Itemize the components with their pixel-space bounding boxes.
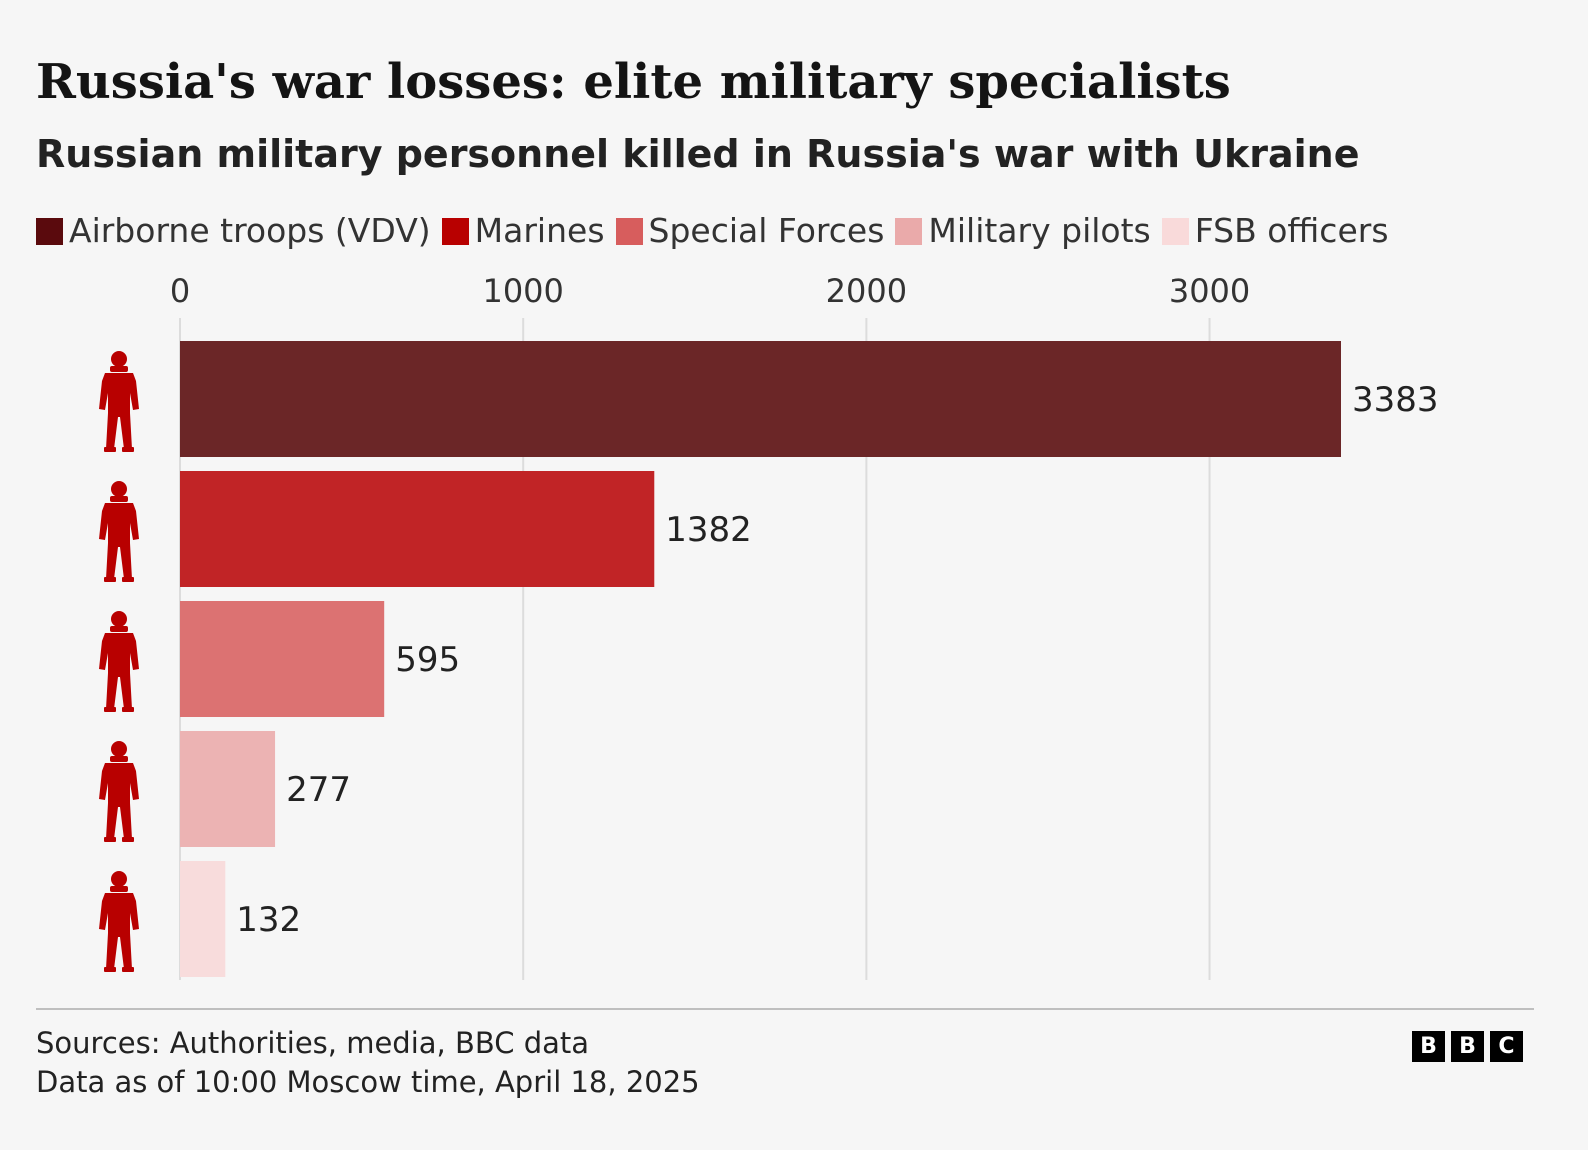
legend-label-special-forces: Special Forces: [648, 211, 885, 250]
legend-swatch-fsb-officers: [1161, 217, 1189, 245]
legend-item-airborne: Airborne troops (VDV): [36, 208, 431, 254]
source-line: Sources: Authorities, media, BBC data: [36, 1026, 590, 1060]
soldier-silhouette-icon: [99, 611, 139, 712]
x-tick-label: 0: [170, 272, 190, 310]
bar-chart: 0 1000 2000 3000 3383 1382 595 277 132: [99, 272, 1439, 980]
legend-swatch-marines: [441, 217, 469, 245]
bar-value-label: 3383: [1352, 380, 1439, 420]
legend-label-marines: Marines: [474, 211, 605, 250]
x-tick-label: 3000: [1169, 272, 1250, 310]
legend-swatch-military-pilots: [895, 217, 923, 245]
legend-label-airborne: Airborne troops (VDV): [69, 211, 431, 250]
legend-swatch-airborne: [36, 217, 63, 245]
bar: [180, 341, 1341, 457]
soldier-silhouette-icon: [99, 741, 139, 842]
bar: [180, 731, 276, 847]
x-tick-label: 1000: [482, 272, 563, 310]
bbc-logo-letter-b1: B: [1412, 1031, 1445, 1062]
footer-divider: [36, 1008, 1534, 1010]
chart-legend: Airborne troops (VDV) Marines Special Fo…: [36, 208, 1400, 254]
bar-value-label: 132: [236, 900, 301, 940]
soldier-silhouette-icon: [99, 351, 139, 452]
bar-value-label: 1382: [665, 510, 752, 550]
bar-value-label: 595: [395, 640, 460, 680]
legend-item-fsb-officers: FSB officers: [1161, 208, 1389, 254]
x-tick-label: 2000: [826, 272, 907, 310]
bar: [180, 861, 226, 977]
legend-item-special-forces: Special Forces: [615, 208, 885, 254]
bar-value-label: 277: [286, 770, 351, 810]
data-date-line: Data as of 10:00 Moscow time, April 18, …: [36, 1065, 700, 1099]
bbc-logo-letter-b2: B: [1451, 1031, 1484, 1062]
bar: [180, 471, 655, 587]
bar: [180, 601, 385, 717]
chart-title: Russia's war losses: elite military spec…: [36, 54, 1231, 110]
bbc-logo: B B C: [1412, 1031, 1523, 1062]
soldier-silhouette-icon: [99, 481, 139, 582]
chart-subtitle: Russian military personnel killed in Rus…: [36, 132, 1360, 176]
legend-label-fsb-officers: FSB officers: [1194, 211, 1389, 250]
bbc-logo-letter-c: C: [1490, 1031, 1523, 1062]
legend-item-military-pilots: Military pilots: [895, 208, 1151, 254]
soldier-silhouette-icon: [99, 871, 139, 972]
legend-label-military-pilots: Military pilots: [928, 211, 1151, 250]
legend-item-marines: Marines: [441, 208, 605, 254]
legend-swatch-special-forces: [615, 217, 643, 245]
